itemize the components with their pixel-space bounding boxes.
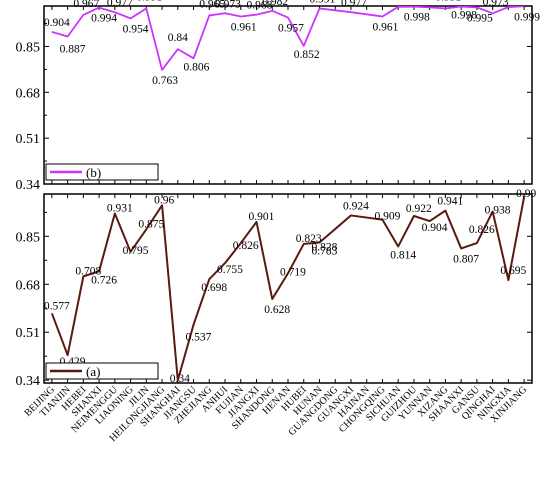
data-label-a: 0.938 (485, 204, 511, 216)
data-label-b: 0.982 (262, 0, 288, 8)
legend-label-a: (a) (86, 364, 100, 379)
data-label-a: 0.807 (453, 253, 479, 265)
panel-a: 0.340.510.680.850.5770.4290.7080.7260.93… (16, 188, 537, 389)
data-label-a: 0.695 (500, 265, 526, 277)
y-tick-label-b: 0.34 (16, 178, 41, 193)
data-label-b: 0.973 (483, 0, 509, 8)
data-label-a: 0.577 (44, 300, 70, 312)
data-label-b: 0.965 (199, 0, 225, 10)
data-label-a: 0.904 (422, 222, 448, 234)
data-label-a: 0.755 (217, 264, 243, 276)
plot-frame-a (43, 193, 533, 384)
data-label-a: 0.941 (437, 196, 463, 208)
legend-box-a (45, 362, 159, 380)
data-label-a: 0.34 (170, 373, 190, 385)
y-tick-label-a: 0.68 (16, 278, 41, 293)
data-label-b: 0.991 (136, 0, 162, 3)
data-label-a: 0.708 (75, 265, 101, 277)
data-label-b: 0.995 (467, 12, 493, 24)
y-tick-label-b: 0.51 (16, 132, 41, 147)
data-label-b: 0.991 (309, 0, 335, 5)
data-label-a: 0.628 (264, 304, 290, 316)
data-label-a: 0.698 (201, 282, 227, 294)
data-label-b: 0.999 (514, 11, 540, 23)
data-label-b: 0.887 (60, 43, 86, 55)
data-label-b: 0.84 (168, 32, 188, 44)
data-label-b: 0.961 (231, 22, 257, 34)
data-label-b: 0.852 (294, 49, 320, 61)
data-label-a: 0.99 (516, 188, 536, 200)
y-tick-label-a: 0.34 (16, 374, 41, 389)
data-label-b: 0.998 (451, 10, 477, 22)
data-label-b: 0.961 (372, 22, 398, 34)
data-label-b: 0.994 (91, 13, 117, 25)
data-label-b: 0.904 (44, 17, 70, 29)
data-label-b: 0.977 (107, 0, 133, 9)
data-label-a: 0.924 (343, 200, 369, 212)
legend-box-b (45, 163, 159, 181)
data-label-b: 0.998 (404, 12, 430, 24)
data-label-a: 0.795 (123, 245, 149, 257)
data-label-a: 0.909 (374, 211, 400, 223)
data-label-b: 0.991 (435, 0, 461, 3)
data-label-a: 0.922 (406, 203, 432, 215)
data-label-a: 0.826 (469, 224, 495, 236)
data-label-a: 0.96 (154, 194, 174, 206)
data-label-b: 0.806 (184, 61, 210, 73)
data-label-a: 0.931 (107, 202, 133, 214)
series-line-b (51, 6, 525, 71)
y-tick-label-b: 0.68 (16, 86, 41, 101)
data-label-a: 0.826 (233, 240, 259, 252)
panel-b: 0.34 0.51 0.68 0.850.904 0.887 0.967 0.994 0.97… (16, 0, 541, 193)
data-label-b: 0.968 (247, 0, 273, 12)
data-label-b: 0.997 (388, 0, 414, 2)
y-tick-label-a: 0.85 (16, 230, 41, 245)
data-label-a: 0.901 (249, 211, 275, 223)
data-label-a: 0.537 (186, 332, 212, 344)
legend-label-b: (b) (86, 165, 101, 180)
y-tick-label-b: 0.85 (16, 40, 41, 55)
y-tick-label-a: 0.51 (16, 326, 41, 341)
data-label-a: 0.783 (311, 246, 337, 258)
data-label-b: 0.957 (278, 23, 304, 35)
data-label-b: 0.973 (215, 0, 241, 10)
data-label-b: 0.996 (498, 0, 524, 2)
data-label-b: 0.954 (123, 23, 149, 35)
data-label-a: 0.814 (390, 249, 416, 261)
data-label-b: 0.763 (152, 75, 178, 87)
data-label-b: 0.977 (341, 0, 367, 9)
data-label-a: 0.726 (91, 274, 117, 286)
data-label-a: 0.719 (280, 266, 306, 278)
x-axis: BEIJINGTIANJINHEBEISHANXINEIMENGGULIAONI… (22, 384, 529, 444)
data-label-a: 0.875 (138, 218, 164, 230)
series-line-a (50, 196, 526, 382)
data-label-b: 0.995 (420, 0, 446, 2)
data-label-b: 0.967 (73, 0, 99, 10)
data-label-a: 0.828 (311, 242, 337, 254)
data-label-a: 0.823 (296, 233, 322, 245)
